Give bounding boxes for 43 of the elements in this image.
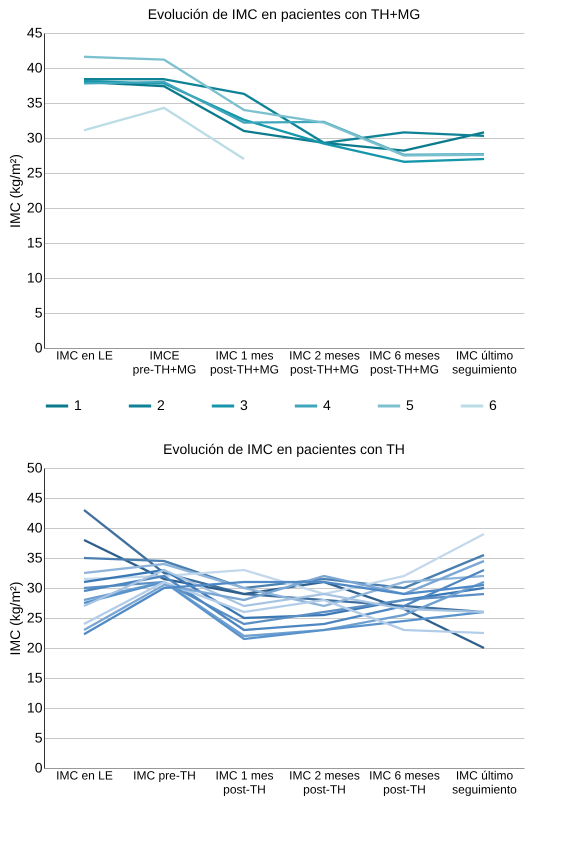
y-axis-title: IMC (kg/m²) — [6, 154, 23, 228]
y-tick-label: 10 — [26, 270, 43, 286]
x-tick-label: IMC 2 meses post-TH+MG — [289, 348, 360, 376]
x-tick-label: IMC 6 meses post-TH — [369, 768, 440, 796]
chart-title: Evolución de IMC en pacientes con TH+MG — [148, 6, 420, 22]
y-tick-label: 40 — [26, 520, 43, 536]
y-tick-label: 15 — [26, 670, 43, 686]
x-tick-label: IMCE pre-TH+MG — [132, 348, 196, 376]
legend-label: 2 — [157, 397, 165, 413]
x-tick-label: IMC último seguimiento — [452, 768, 518, 796]
legend-label: 4 — [323, 397, 331, 413]
y-tick-label: 20 — [26, 200, 43, 216]
y-tick-label: 25 — [26, 610, 43, 626]
x-tick-label: IMC pre-TH — [133, 768, 196, 782]
legend-label: 5 — [406, 397, 414, 413]
x-tick-label: IMC 6 meses post-TH+MG — [369, 348, 440, 376]
x-tick-label: IMC 1 mes post-TH — [215, 768, 274, 796]
y-axis-title: IMC (kg/m²) — [6, 582, 23, 656]
y-tick-label: 5 — [34, 304, 43, 320]
y-tick-label: 35 — [26, 550, 43, 566]
y-tick-label: 45 — [26, 24, 43, 40]
y-tick-label: 15 — [26, 234, 43, 250]
y-tick-label: 20 — [26, 640, 43, 656]
y-tick-label: 35 — [26, 94, 43, 110]
y-tick-label: 0 — [34, 760, 43, 776]
y-tick-label: 30 — [26, 130, 43, 146]
y-tick-label: 5 — [34, 730, 43, 746]
y-tick-label: 0 — [34, 340, 43, 356]
y-tick-label: 50 — [26, 460, 43, 476]
y-tick-label: 10 — [26, 700, 43, 716]
y-tick-label: 25 — [26, 164, 43, 180]
legend-label: 6 — [489, 397, 497, 413]
x-tick-label: IMC en LE — [56, 768, 113, 782]
y-tick-label: 40 — [26, 60, 43, 76]
x-tick-label: IMC 2 meses post-TH — [289, 768, 360, 796]
y-tick-label: 45 — [26, 490, 43, 506]
y-tick-label: 30 — [26, 580, 43, 596]
x-tick-label: IMC en LE — [56, 348, 113, 362]
legend-label: 3 — [240, 397, 248, 413]
chart-title: Evolución de IMC en pacientes con TH — [163, 441, 405, 457]
x-tick-label: IMC último seguimiento — [452, 348, 518, 376]
x-tick-label: IMC 1 mes post-TH+MG — [210, 348, 280, 376]
legend-label: 1 — [74, 397, 82, 413]
